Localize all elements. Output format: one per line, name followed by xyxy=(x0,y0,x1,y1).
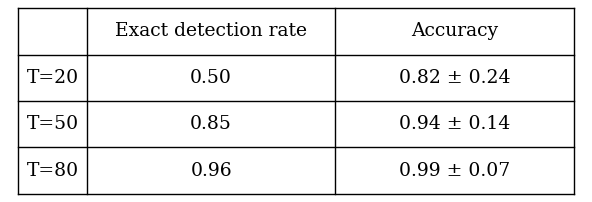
Text: 0.85: 0.85 xyxy=(190,115,232,133)
Text: 0.82 ± 0.24: 0.82 ± 0.24 xyxy=(399,69,510,87)
Text: Exact detection rate: Exact detection rate xyxy=(115,22,307,40)
Text: T=20: T=20 xyxy=(27,69,79,87)
Text: 0.94 ± 0.14: 0.94 ± 0.14 xyxy=(399,115,510,133)
Text: 0.99 ± 0.07: 0.99 ± 0.07 xyxy=(399,162,510,180)
Text: Accuracy: Accuracy xyxy=(411,22,498,40)
Text: 0.96: 0.96 xyxy=(190,162,232,180)
Text: T=50: T=50 xyxy=(27,115,79,133)
Text: 0.50: 0.50 xyxy=(190,69,232,87)
Text: T=80: T=80 xyxy=(27,162,79,180)
